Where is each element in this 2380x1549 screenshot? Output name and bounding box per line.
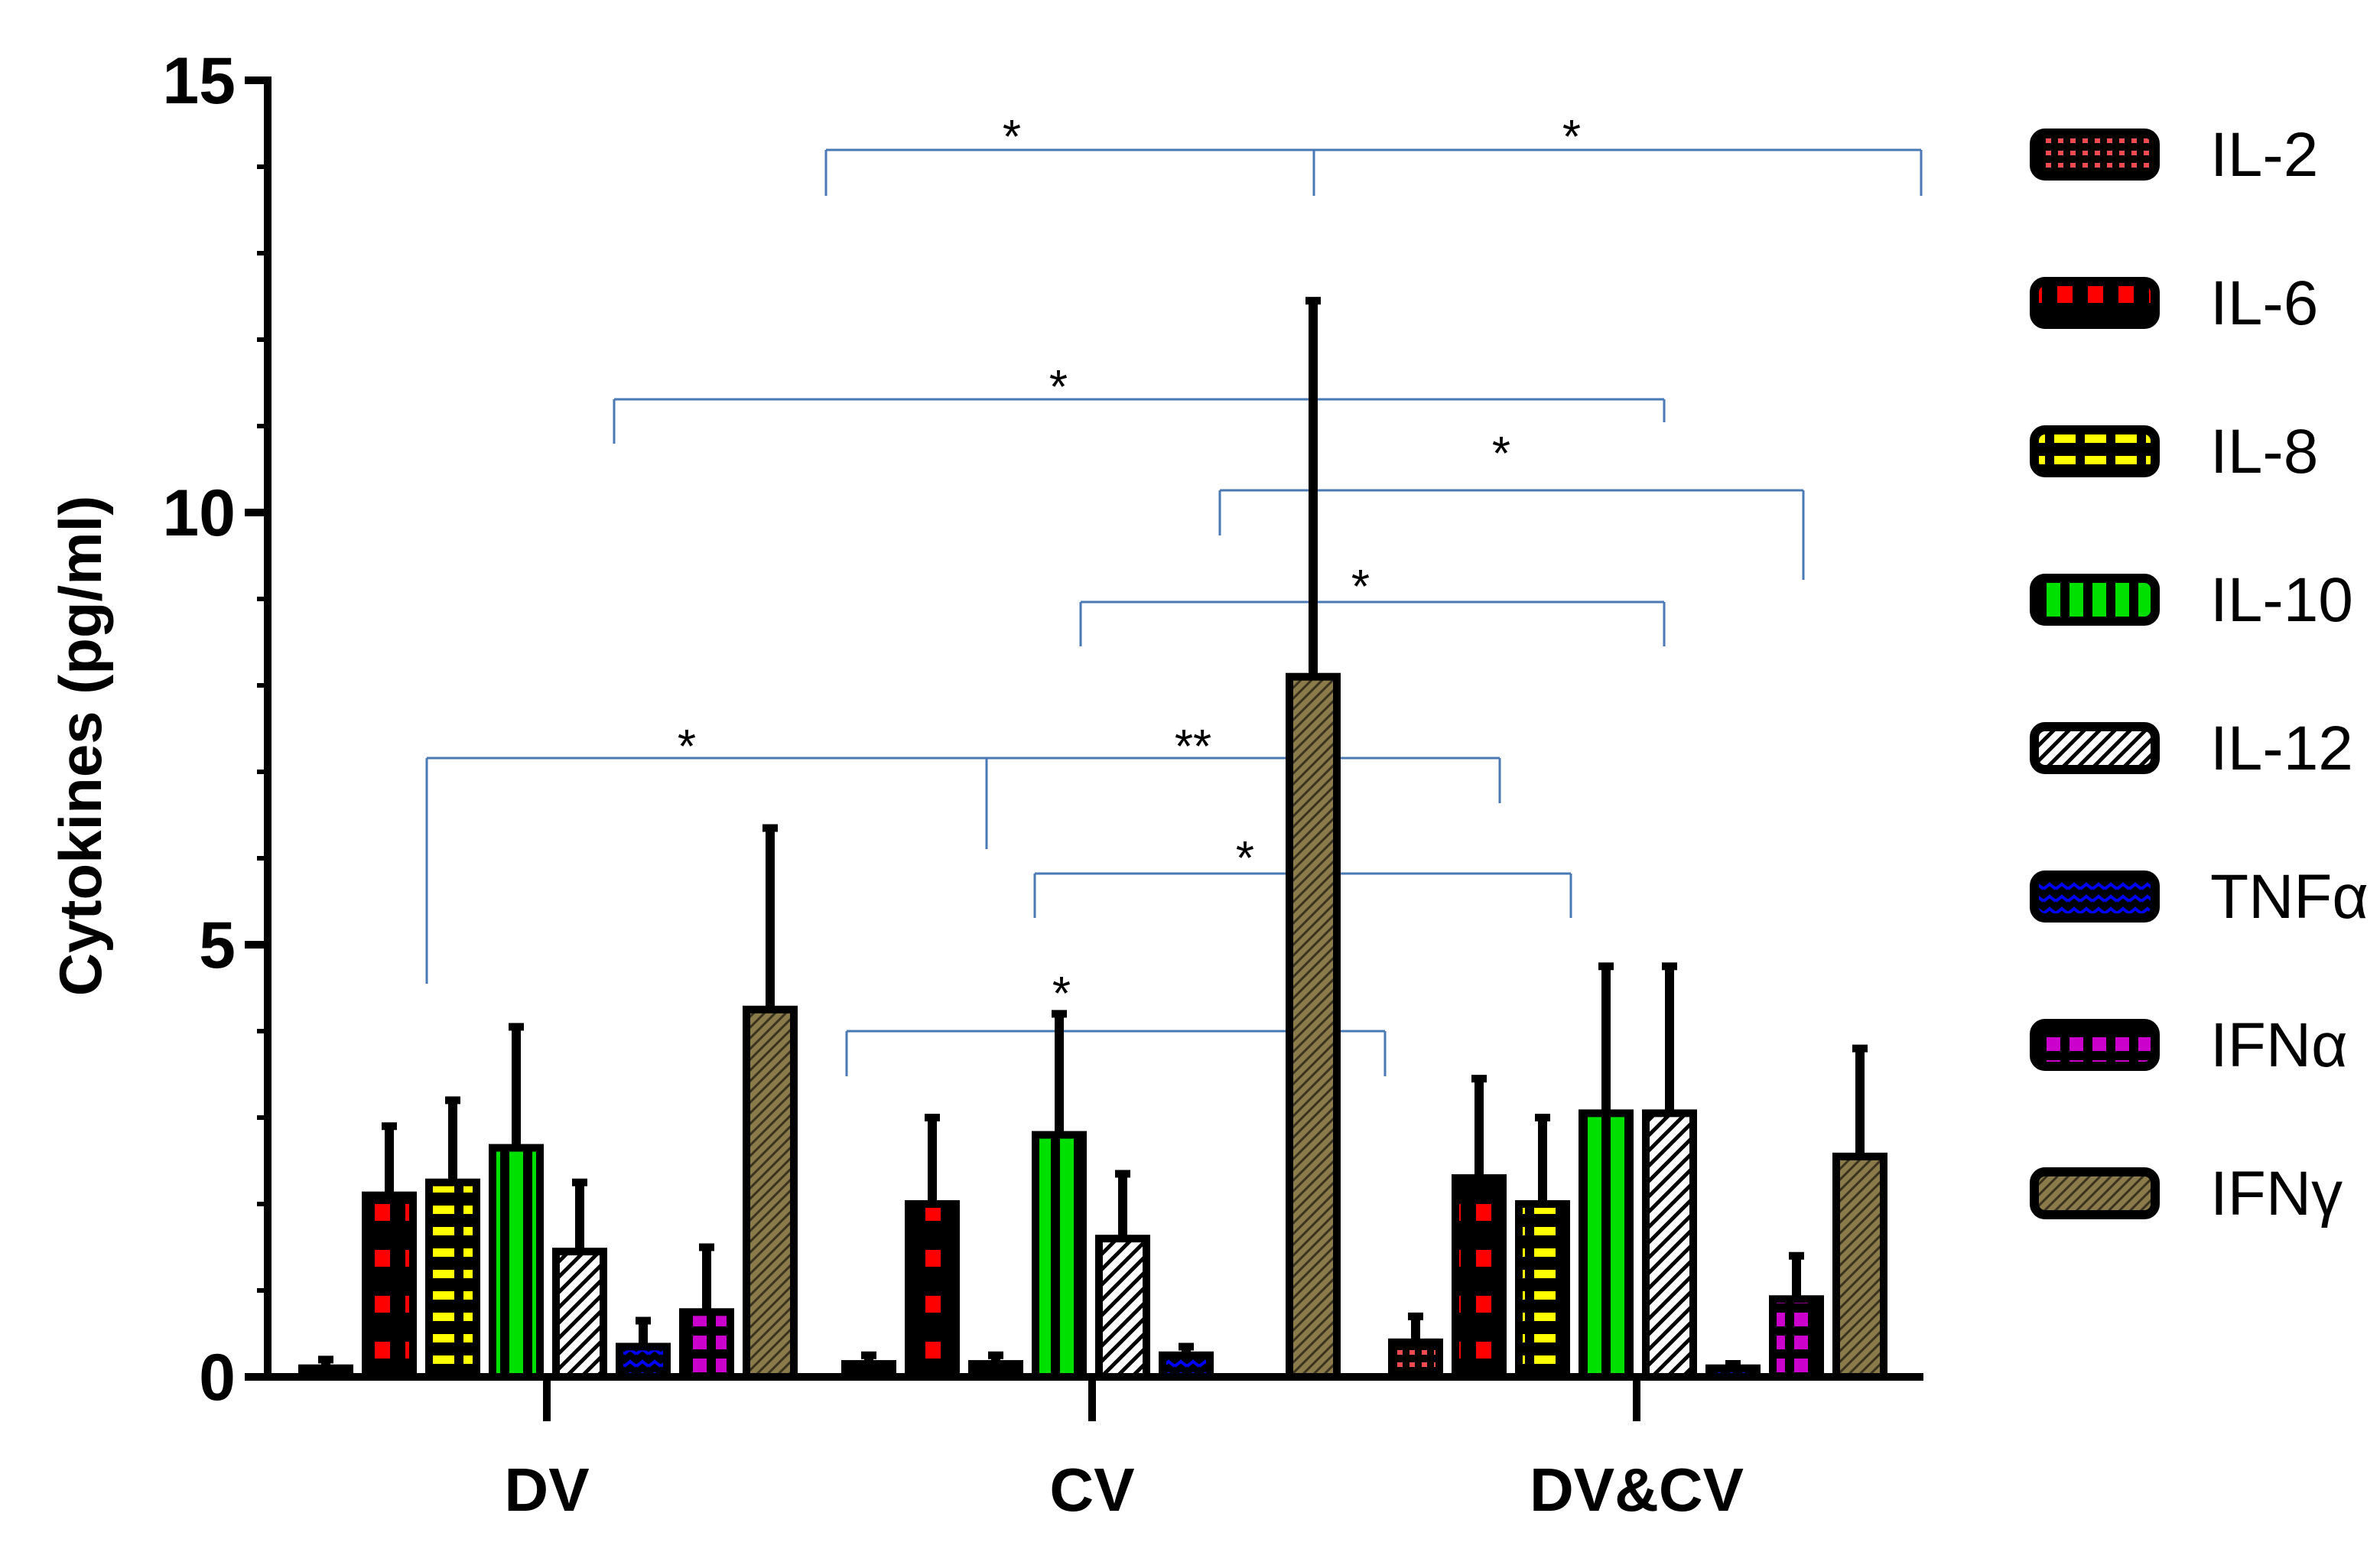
significance-label: ** [1175,721,1211,773]
y-tick-label: 10 [162,477,236,550]
legend-label: IL-12 [2210,714,2353,783]
legend-label: IL-2 [2210,120,2318,190]
legend-label: IL-10 [2210,565,2353,635]
legend-swatch-IL-6 [2030,277,2160,329]
y-tick-label: 0 [199,1341,236,1414]
bar-IFNγ-DV&CV [1832,1152,1887,1381]
significance-label: * [1003,111,1021,164]
bar-IFNα-DV [679,1308,734,1381]
axes: 0 5 10 15 DV CV DV&CV Cytokines (pg/ml) [47,44,1923,1524]
legend-swatch-TNFα [2030,870,2160,923]
x-tick-label: DV [504,1456,589,1524]
bar-IL-8-DV [425,1178,480,1381]
legend-swatch-IFNα [2030,1019,2160,1071]
bar-IL-10-CV [1032,1131,1087,1381]
bar-IL-12-CV [1095,1235,1150,1381]
legend-label: IL-6 [2210,268,2318,338]
legend-swatch-IL-2 [2030,129,2160,181]
y-axis-label: Cytokines (pg/ml) [47,496,114,996]
legend-swatch-IFNγ [2030,1167,2160,1219]
y-tick-label: 5 [199,909,236,982]
bar-IFNγ-DV [743,1005,798,1381]
bar-IL-12-DV [552,1248,607,1381]
legend-swatch-IL-8 [2030,425,2160,477]
bar-IL-10-DV&CV [1579,1109,1634,1381]
bar-IL-6-DV&CV [1452,1174,1507,1381]
x-tick-label: DV&CV [1530,1456,1744,1524]
significance-label: * [1236,832,1254,885]
significance-brackets: * ***** **** [425,111,1923,1076]
significance-label: * [1049,361,1068,414]
x-tick-label: CV [1049,1456,1134,1524]
bar-IFNα-DV&CV [1769,1295,1824,1381]
significance-label: * [1562,111,1581,164]
bar-IL-6-CV [905,1200,960,1381]
significance-label: * [678,721,696,773]
bar-IL-12-DV&CV [1642,1109,1697,1381]
legend-swatch-IL-12 [2030,722,2160,774]
bars [298,672,1887,1381]
significance-label: * [1351,561,1370,613]
bar-IL-10-DV [489,1144,544,1381]
bar-IFNγ-CV [1286,672,1341,1381]
y-tick-label: 15 [162,44,236,118]
legend-label: TNFα [2210,862,2369,932]
bar-IL-8-DV&CV [1515,1200,1570,1381]
legend-label: IFNγ [2210,1159,2343,1228]
legend-label: IFNα [2210,1010,2348,1080]
bar-IL-6-DV [362,1191,417,1381]
error-bars [318,297,1868,1368]
legend-swatch-IL-10 [2030,574,2160,626]
legend-label: IL-8 [2210,417,2318,487]
bar-TNFα-DV [616,1342,671,1381]
bar-IL-2-DV&CV [1388,1338,1443,1381]
legend: IL-2 IL-6 IL-8 IL-10 IL-12 TNFα IFNα IFNγ [2030,120,2369,1228]
significance-label: * [1492,428,1510,480]
